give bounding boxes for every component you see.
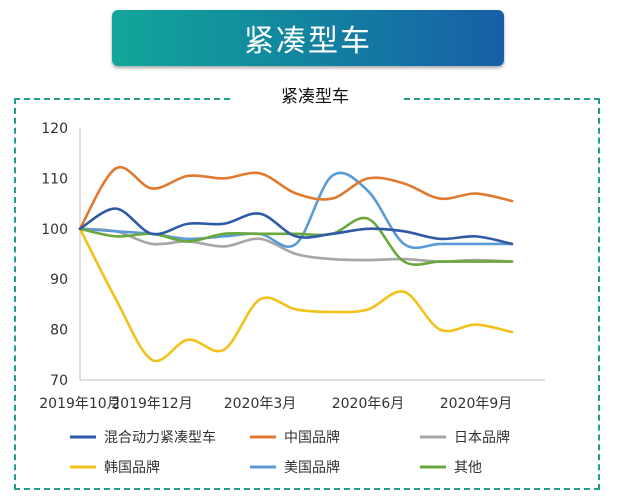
x-tick-label: 2019年10月	[39, 396, 120, 412]
legend-label: 韩国品牌	[104, 459, 160, 476]
banner-title: 紧凑型车	[244, 24, 372, 59]
legend-label: 美国品牌	[284, 459, 340, 476]
legend-label: 中国品牌	[284, 429, 340, 446]
legend-label: 其他	[454, 460, 482, 476]
x-tick-label: 2020年3月	[224, 396, 297, 412]
y-tick-label: 90	[50, 272, 68, 288]
series-line-1	[78, 207, 514, 246]
x-tick-label: 2019年12月	[111, 396, 192, 412]
legend-label: 日本品牌	[454, 429, 510, 446]
y-tick-label: 80	[50, 323, 68, 339]
series-line-2	[78, 165, 514, 231]
series-line-4	[78, 227, 514, 363]
y-tick-label: 70	[50, 373, 68, 389]
x-tick-label: 2020年9月	[440, 396, 513, 412]
y-tick-label: 120	[41, 121, 68, 137]
banner: 紧凑型车	[112, 10, 504, 66]
chart-title: 紧凑型车	[230, 82, 400, 112]
legend-label: 混合动力紧凑型车	[104, 429, 216, 446]
y-tick-label: 110	[41, 171, 68, 187]
y-tick-label: 100	[41, 222, 68, 238]
x-tick-label: 2020年6月	[332, 396, 405, 412]
